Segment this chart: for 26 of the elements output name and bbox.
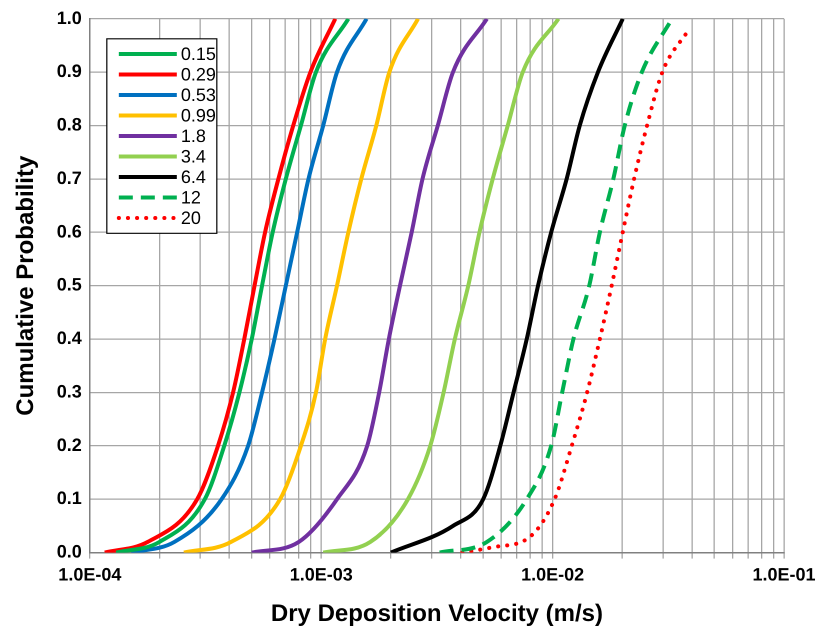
y-tick-label: 1.0	[56, 8, 82, 28]
legend-label: 0.15	[180, 44, 216, 64]
y-tick-label: 0.4	[56, 328, 82, 348]
y-tick-label: 0.2	[56, 434, 82, 455]
legend-label: 0.53	[180, 85, 216, 106]
x-tick-label: 1.0E-04	[58, 564, 122, 584]
x-axis-title: Dry Deposition Velocity (m/s)	[270, 600, 603, 628]
y-tick-label: 0.3	[56, 381, 82, 402]
x-tick-label: 1.0E-03	[290, 564, 353, 584]
legend-label: 0.29	[180, 64, 216, 85]
x-tick-label: 1.0E-02	[521, 564, 584, 584]
x-tick-label: 1.0E-01	[752, 564, 816, 584]
legend-label: 0.99	[180, 106, 216, 126]
legend-label: 12	[180, 188, 201, 208]
y-tick-label: 0.7	[56, 168, 82, 188]
y-tick-label: 0.9	[56, 61, 82, 82]
y-tick-label: 0.5	[56, 274, 82, 295]
y-axis-title: Cumulative Probability	[12, 155, 40, 416]
y-tick-label: 0.1	[56, 488, 82, 508]
y-tick-label: 0.0	[56, 542, 82, 562]
legend-label: 3.4	[180, 146, 206, 167]
legend-label: 20	[180, 208, 201, 228]
legend-label: 1.8	[180, 126, 206, 146]
legend-label: 6.4	[180, 167, 206, 188]
y-tick-label: 0.6	[56, 221, 82, 242]
y-tick-label: 0.8	[56, 114, 82, 135]
